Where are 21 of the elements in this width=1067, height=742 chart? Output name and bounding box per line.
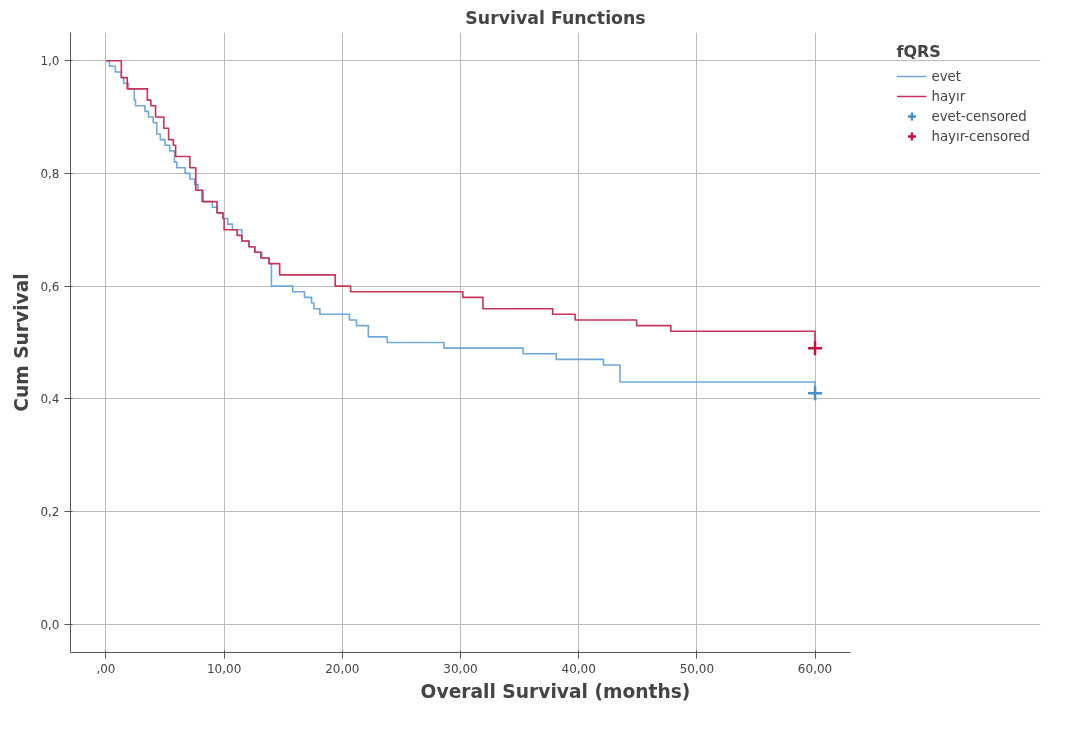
y-tick-label: 0,0 [40, 617, 60, 632]
chart-title: Survival Functions [465, 7, 646, 28]
x-tick-label: 50,00 [679, 661, 715, 676]
x-tick-label: 10,00 [206, 661, 242, 676]
legend-label: evet [931, 68, 961, 84]
x-axis-title: Overall Survival (months) [420, 680, 691, 702]
y-tick-label: 0,4 [40, 392, 60, 407]
legend-label: hayır [931, 88, 966, 104]
x-tick-label: 20,00 [325, 661, 360, 676]
legend-label: evet-censored [931, 108, 1027, 124]
y-axis-title: Cum Survival [11, 273, 33, 412]
legend-title: fQRS [896, 42, 942, 61]
x-tick-label: 60,00 [797, 661, 833, 676]
x-tick-label: ,00 [96, 661, 116, 676]
x-tick-label: 30,00 [443, 661, 478, 676]
y-tick-label: 0,2 [40, 505, 60, 520]
y-tick-label: 0,8 [40, 166, 60, 181]
legend-label: hayır-censored [931, 128, 1030, 144]
y-tick-label: 0,6 [40, 279, 60, 294]
x-tick-label: 40,00 [561, 661, 596, 676]
y-tick-label: 1,0 [40, 54, 60, 69]
